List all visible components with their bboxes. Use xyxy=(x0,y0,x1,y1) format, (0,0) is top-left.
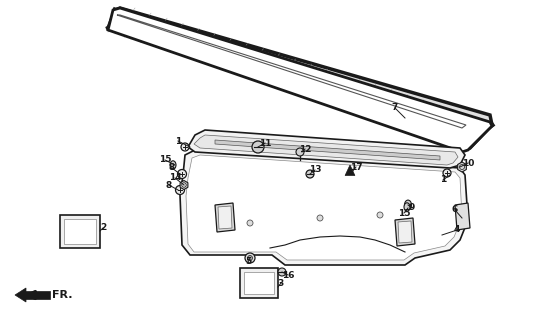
Text: 4: 4 xyxy=(454,226,460,235)
Polygon shape xyxy=(108,8,492,150)
Circle shape xyxy=(252,141,264,153)
Text: 12: 12 xyxy=(299,145,311,154)
Text: 14: 14 xyxy=(169,173,182,182)
Polygon shape xyxy=(113,20,488,149)
Ellipse shape xyxy=(170,161,176,169)
Circle shape xyxy=(306,170,314,178)
Text: 1: 1 xyxy=(440,175,446,185)
Text: 15: 15 xyxy=(159,156,171,164)
Polygon shape xyxy=(117,15,466,128)
Circle shape xyxy=(247,220,253,226)
Text: 16: 16 xyxy=(282,270,294,279)
Circle shape xyxy=(178,170,186,179)
Text: 1: 1 xyxy=(175,137,181,146)
Circle shape xyxy=(377,212,383,218)
Text: 2: 2 xyxy=(100,223,106,233)
Text: 11: 11 xyxy=(259,139,271,148)
Polygon shape xyxy=(180,150,468,265)
Circle shape xyxy=(245,253,255,263)
Text: 8: 8 xyxy=(169,164,175,172)
Circle shape xyxy=(248,255,252,260)
Text: 7: 7 xyxy=(392,103,398,113)
Polygon shape xyxy=(455,203,470,230)
Polygon shape xyxy=(108,8,492,152)
Text: 13: 13 xyxy=(309,165,321,174)
Circle shape xyxy=(181,143,189,151)
Polygon shape xyxy=(118,22,460,142)
Text: 8: 8 xyxy=(166,180,172,189)
Circle shape xyxy=(317,215,323,221)
Polygon shape xyxy=(345,165,355,175)
Polygon shape xyxy=(188,130,465,168)
Polygon shape xyxy=(180,180,188,189)
Polygon shape xyxy=(60,215,100,248)
Circle shape xyxy=(278,268,286,276)
Polygon shape xyxy=(398,221,412,243)
Text: 3: 3 xyxy=(278,278,284,287)
Circle shape xyxy=(443,169,451,177)
Text: 15: 15 xyxy=(398,209,410,218)
Polygon shape xyxy=(458,162,466,172)
Polygon shape xyxy=(25,291,50,299)
Text: 9: 9 xyxy=(409,204,415,212)
Polygon shape xyxy=(218,206,232,229)
Polygon shape xyxy=(244,272,274,294)
Polygon shape xyxy=(194,135,458,165)
Circle shape xyxy=(296,148,304,156)
Text: 6: 6 xyxy=(452,205,458,214)
Text: 10: 10 xyxy=(462,158,474,167)
Polygon shape xyxy=(395,218,415,246)
Polygon shape xyxy=(64,219,96,244)
Polygon shape xyxy=(15,288,26,302)
Ellipse shape xyxy=(404,203,410,211)
Text: 17: 17 xyxy=(350,163,362,172)
Circle shape xyxy=(176,186,185,195)
Polygon shape xyxy=(186,155,462,260)
Text: FR.: FR. xyxy=(52,290,72,300)
Polygon shape xyxy=(215,203,235,232)
Text: 5: 5 xyxy=(245,258,251,267)
Ellipse shape xyxy=(404,200,411,210)
Polygon shape xyxy=(240,268,278,298)
Polygon shape xyxy=(215,140,440,160)
